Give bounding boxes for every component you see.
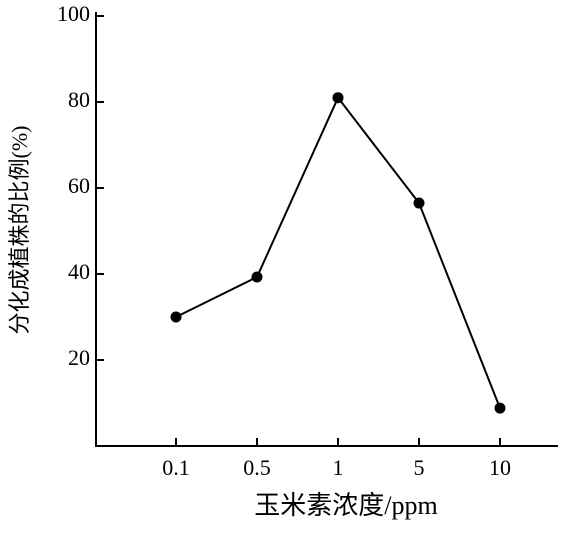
point — [413, 197, 425, 209]
x-tick-label: 0.1 — [162, 455, 190, 480]
y-tick-label: 20 — [68, 345, 90, 370]
x-tick-label: 1 — [333, 455, 344, 480]
y-tick-label: 100 — [57, 1, 90, 26]
point — [332, 92, 344, 104]
point — [494, 402, 506, 414]
x-tick-label: 10 — [489, 455, 511, 480]
y-axis-label: 分化成植株的比例(%) — [7, 126, 32, 335]
point — [251, 271, 263, 283]
y-tick-label: 80 — [68, 87, 90, 112]
point — [170, 311, 182, 323]
x-axis-label: 玉米素浓度/ppm — [254, 491, 437, 520]
x-tick-label: 0.5 — [243, 455, 271, 480]
x-tick-label: 5 — [414, 455, 425, 480]
y-tick-label: 40 — [68, 259, 90, 284]
y-tick-label: 60 — [68, 173, 90, 198]
line — [175, 95, 501, 409]
